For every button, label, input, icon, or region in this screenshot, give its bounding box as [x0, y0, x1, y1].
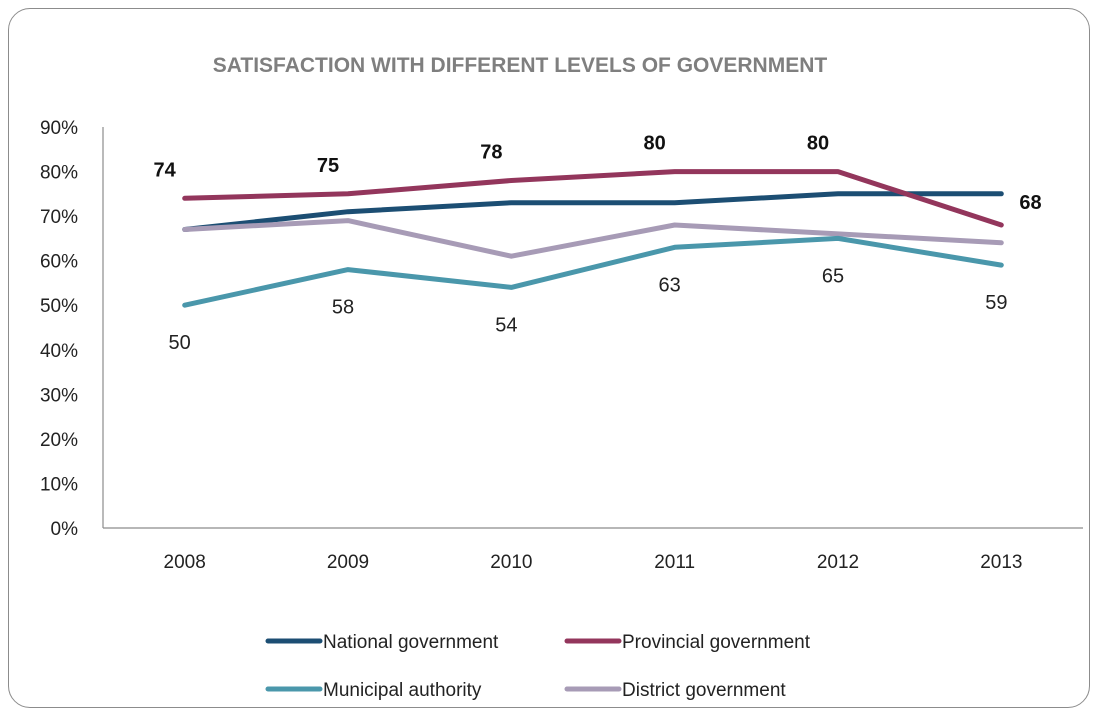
- chart-axes: 0% 10% 20% 30% 40% 50% 60% 70% 80% 90% 2008 2009 201…: [40, 118, 1083, 573]
- y-tick-label: 40%: [40, 341, 78, 362]
- y-tick-label: 90%: [40, 118, 78, 139]
- legend-label: Provincial government: [622, 632, 811, 653]
- data-label-municipal: 63: [659, 274, 681, 296]
- data-label-municipal: 59: [985, 292, 1007, 314]
- x-tick-label: 2012: [817, 552, 859, 573]
- y-tick-label: 60%: [40, 252, 78, 273]
- data-label-provincial: 75: [317, 155, 339, 177]
- data-label-provincial: 78: [480, 141, 502, 163]
- y-tick-label: 80%: [40, 163, 78, 184]
- data-label-municipal: 65: [822, 265, 844, 287]
- chart-data-labels: 74 75 78 80 80 68 50 58 54 63 65 59: [154, 133, 1042, 355]
- x-tick-label: 2008: [164, 552, 206, 573]
- series-line-district-government: [182, 218, 1004, 259]
- series-line-provincial-government: [182, 169, 1004, 228]
- chart-series-lines: [182, 169, 1004, 308]
- legend-label: District government: [622, 680, 786, 701]
- chart-title: SATISFACTION WITH DIFFERENT LEVELS OF GO…: [213, 54, 828, 77]
- data-label-municipal: 50: [169, 332, 191, 354]
- data-label-provincial: 68: [1019, 192, 1041, 214]
- y-tick-label: 10%: [40, 474, 78, 495]
- data-label-provincial: 80: [644, 133, 666, 155]
- legend-label: Municipal authority: [323, 680, 482, 701]
- series-line-national-government: [182, 191, 1004, 232]
- x-tick-label: 2010: [490, 552, 532, 573]
- y-tick-label: 30%: [40, 385, 78, 406]
- y-tick-label: 20%: [40, 430, 78, 451]
- y-tick-label: 50%: [40, 296, 78, 317]
- x-tick-label: 2009: [327, 552, 369, 573]
- chart-frame: [8, 8, 1090, 708]
- series-line-municipal-authority: [182, 235, 1004, 308]
- legend-label: National government: [323, 632, 499, 653]
- x-tick-label: 2013: [980, 552, 1022, 573]
- data-label-provincial: 80: [807, 133, 829, 155]
- data-label-municipal: 58: [332, 297, 354, 319]
- y-tick-label: 70%: [40, 207, 78, 228]
- y-tick-label: 0%: [51, 519, 79, 540]
- data-label-municipal: 54: [495, 314, 517, 336]
- x-tick-label: 2011: [654, 552, 695, 573]
- chart-legend: National government Provincial government…: [265, 632, 811, 701]
- data-label-provincial: 74: [154, 159, 177, 181]
